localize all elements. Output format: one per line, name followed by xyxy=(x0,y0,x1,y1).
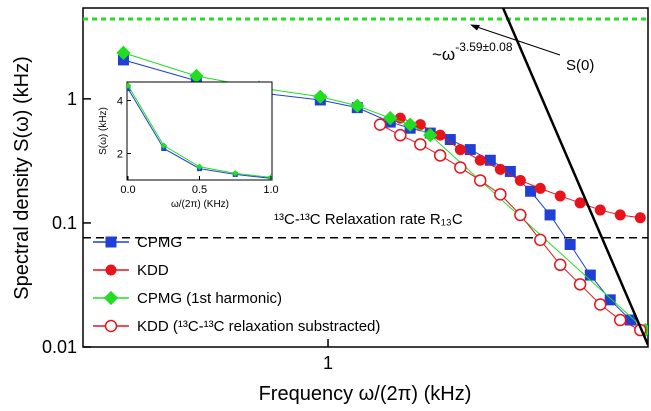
plot-area xyxy=(83,8,648,346)
inset-y-tick-label: 4 xyxy=(117,96,123,108)
marker xyxy=(494,163,506,175)
axes: 0.01 0.1 1 1 xyxy=(42,89,333,373)
marker xyxy=(127,86,131,92)
marker xyxy=(103,290,119,306)
marker xyxy=(553,258,567,272)
marker xyxy=(232,170,239,177)
marker xyxy=(504,165,516,177)
inset-x-tick-label: 0.5 xyxy=(192,184,207,196)
marker xyxy=(104,319,118,333)
inset-y-axis-label: S(ω) (kHz) xyxy=(98,107,109,155)
marker xyxy=(350,98,365,113)
legend-label: KDD xyxy=(137,262,169,279)
marker xyxy=(454,161,467,174)
legend: CPMG KDD CPMG (1st harmonic) KDD (¹³C-¹³C r… xyxy=(93,234,380,335)
s0-label: S(0) xyxy=(566,57,594,74)
fit-label: ~ω-3.59±0.08 xyxy=(432,40,513,64)
marker xyxy=(189,68,204,84)
marker xyxy=(383,110,398,126)
legend-label: CPMG (1st harmonic) xyxy=(137,290,282,307)
inset-axes: 0.0 0.5 1.0 2 4 xyxy=(117,96,279,196)
marker xyxy=(514,174,526,186)
marker xyxy=(574,197,586,209)
marker xyxy=(313,89,328,104)
marker xyxy=(604,294,616,306)
marker xyxy=(613,313,627,327)
legend-label: KDD (¹³C-¹³C relaxation substracted) xyxy=(137,318,380,335)
marker xyxy=(105,264,117,276)
marker xyxy=(403,117,418,132)
marker xyxy=(105,236,117,248)
marker xyxy=(614,209,626,221)
marker xyxy=(160,142,167,149)
marker xyxy=(634,212,646,224)
marker xyxy=(464,144,476,156)
plot-frame xyxy=(82,7,649,348)
s0-arrow xyxy=(473,25,561,56)
y-tick-label: 0.01 xyxy=(42,337,77,357)
marker xyxy=(573,278,587,291)
marker xyxy=(473,174,487,187)
marker xyxy=(373,118,387,131)
marker xyxy=(414,119,426,131)
fit-label-exponent: -3.59±0.08 xyxy=(455,40,513,54)
marker xyxy=(423,127,438,143)
marker xyxy=(196,163,203,171)
marker xyxy=(474,154,486,166)
marker xyxy=(514,208,527,222)
inset-x-tick-label: 0.0 xyxy=(120,184,135,196)
s0-arrowhead xyxy=(470,24,480,31)
inset-x-tick-label: 1.0 xyxy=(263,184,278,196)
marker xyxy=(433,149,447,162)
marker xyxy=(494,188,507,201)
marker xyxy=(414,138,427,151)
marker xyxy=(525,185,537,197)
marker xyxy=(564,239,576,251)
x-axis-label: Frequency ω/(2π) (kHz) xyxy=(259,383,472,405)
marker xyxy=(594,298,607,311)
fit-line xyxy=(501,8,648,346)
marker xyxy=(454,144,466,156)
legend-label: CPMG xyxy=(137,234,182,251)
marker xyxy=(534,182,546,194)
marker xyxy=(544,209,556,221)
marker xyxy=(594,204,606,216)
marker xyxy=(116,45,131,60)
marker xyxy=(584,269,596,281)
marker xyxy=(624,314,636,326)
marker xyxy=(127,82,132,89)
y-axis-label: Spectral density S(ω) (kHz) xyxy=(11,56,33,299)
x-tick-label: 1 xyxy=(323,353,333,373)
y-tick-label: 1 xyxy=(67,89,77,109)
marker xyxy=(394,128,407,142)
marker xyxy=(434,129,446,141)
inset-area xyxy=(127,82,272,180)
r13c-label: ¹³C-¹³C Relaxation rate R₁₃C xyxy=(274,211,463,228)
fit-label-base: ~ω xyxy=(432,45,455,64)
marker xyxy=(554,190,566,202)
marker xyxy=(484,154,496,166)
marker xyxy=(534,233,547,247)
marker xyxy=(444,134,456,146)
inset-x-axis-label: ω/(2π) (KHz) xyxy=(171,199,229,210)
inset-y-tick-label: 2 xyxy=(117,149,123,161)
y-tick-label: 0.1 xyxy=(52,213,77,233)
